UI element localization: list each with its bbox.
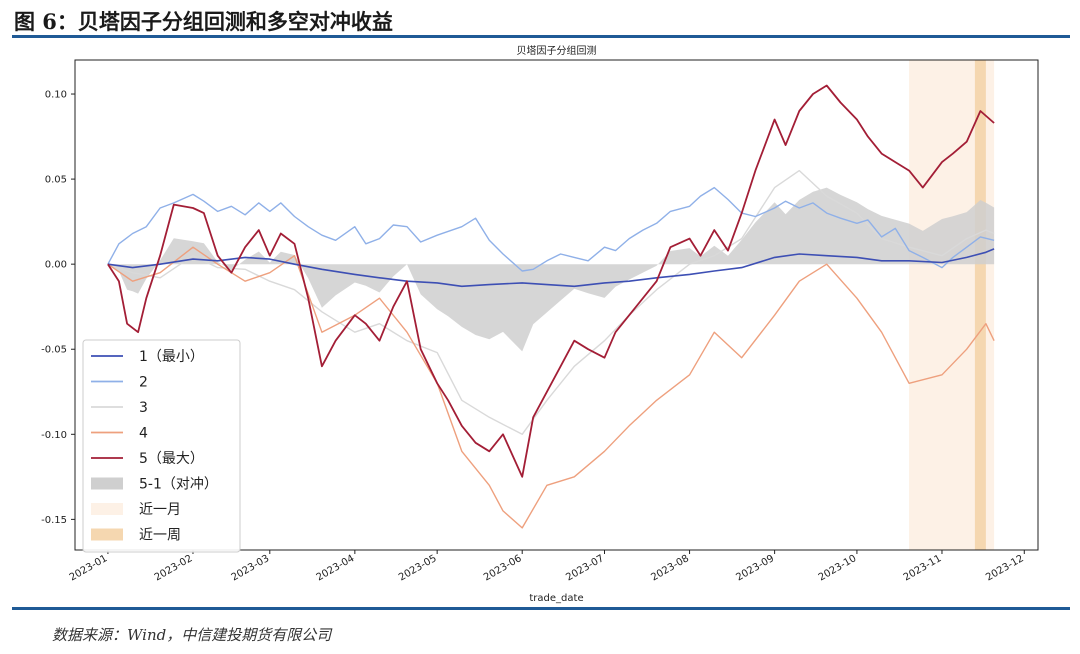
x-tick-label-0: 2023-01 — [68, 553, 110, 583]
x-tick-label-4: 2023-05 — [397, 553, 439, 583]
legend-label-4: 5（最大） — [139, 451, 204, 467]
shaded-regions — [909, 60, 995, 550]
shaded-region-1 — [974, 60, 986, 550]
source-note: 数据来源：Wind，中信建投期货有限公司 — [52, 626, 332, 644]
x-tick-label-5: 2023-06 — [482, 553, 524, 583]
y-tick-label-4: -0.10 — [41, 430, 67, 441]
legend-box — [82, 339, 241, 553]
bottom-rule — [12, 607, 1070, 610]
series-line-3 — [107, 169, 995, 435]
hedge-area — [107, 187, 995, 352]
series-line-5 — [107, 84, 995, 478]
y-tick-label-2: 0.00 — [45, 260, 67, 271]
x-tick-label-7: 2023-08 — [649, 553, 691, 583]
x-tick-label-2: 2023-03 — [230, 553, 272, 583]
x-tick-label-6: 2023-07 — [564, 553, 606, 583]
legend-swatch-5 — [91, 477, 123, 490]
x-tick-label-9: 2023-10 — [817, 553, 859, 583]
legend-label-6: 近一月 — [139, 502, 181, 518]
top-rule — [12, 35, 1070, 38]
chart-title: 贝塔因子分组回测 — [517, 44, 597, 57]
series-lines-layer — [107, 84, 995, 529]
legend-label-2: 3 — [139, 400, 148, 416]
figure-title: 图 6：贝塔因子分组回测和多空对冲收益 — [14, 9, 393, 34]
y-tick-label-3: -0.05 — [41, 345, 67, 356]
legend-swatch-6 — [91, 503, 123, 515]
legend-label-7: 近一周 — [139, 528, 181, 544]
legend-label-0: 1（最小） — [139, 349, 204, 365]
series-line-2 — [107, 186, 995, 272]
legend-swatch-7 — [91, 528, 123, 541]
series-line-1 — [107, 248, 995, 288]
x-tick-label-1: 2023-02 — [153, 553, 195, 583]
y-tick-label-0: 0.10 — [45, 90, 67, 101]
x-tick-label-11: 2023-12 — [984, 553, 1026, 583]
legend-label-3: 4 — [139, 426, 148, 442]
legend-label-5: 5-1（对冲） — [139, 477, 218, 493]
hedge-area-layer — [107, 187, 995, 352]
x-axis-label: trade_date — [529, 593, 583, 604]
x-tick-label-8: 2023-09 — [734, 553, 776, 583]
series-line-4 — [107, 246, 995, 529]
x-tick-label-3: 2023-04 — [315, 553, 357, 583]
x-tick-label-10: 2023-11 — [902, 553, 944, 583]
y-tick-label-1: 0.05 — [45, 175, 67, 186]
legend-label-1: 2 — [139, 375, 148, 391]
plot-frame — [74, 59, 1039, 551]
y-tick-label-5: -0.15 — [41, 515, 67, 526]
